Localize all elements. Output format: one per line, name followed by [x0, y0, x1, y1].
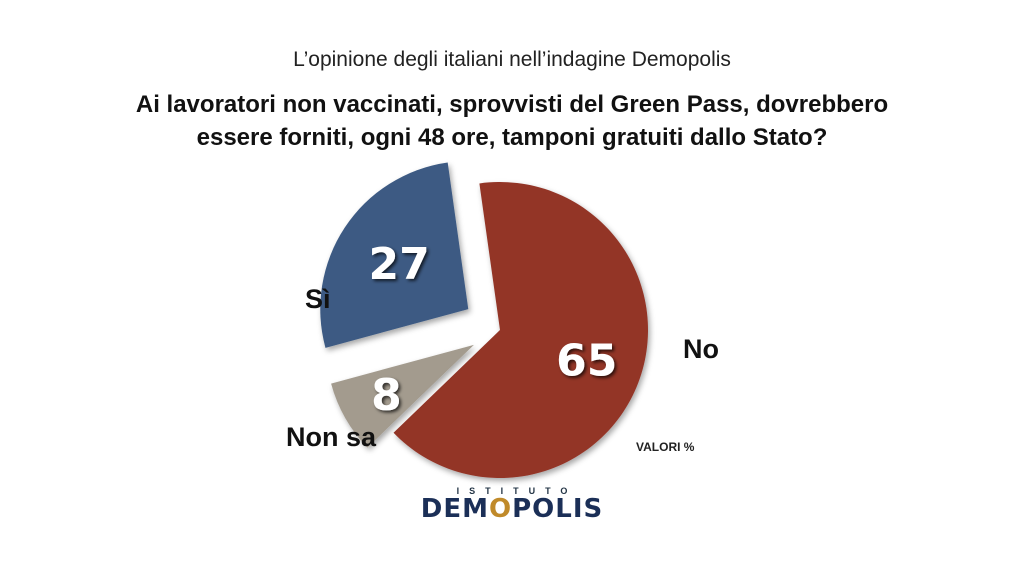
pie-slice-no	[393, 181, 649, 478]
chart-title: Ai lavoratori non vaccinati, sprovvisti …	[112, 88, 912, 154]
demopolis-logo: ISTITUTO DEMOPOLIS	[0, 486, 1024, 524]
slice-category-label-si: Sì	[305, 284, 331, 314]
slice-value-si: 27	[368, 239, 429, 290]
pie-slice-si	[320, 162, 469, 348]
logo-wordmark: DEMOPOLIS	[0, 494, 1024, 524]
logo-top-text: ISTITUTO	[456, 486, 578, 496]
chart-title-line-1: Ai lavoratori non vaccinati, sprovvisti …	[135, 91, 889, 118]
logo-part-2: O	[488, 494, 513, 524]
values-note: VALORI %	[636, 440, 695, 454]
slice-category-label-non-sa: Non sa	[286, 422, 377, 452]
chart-title-line-2: essere forniti, ogni 48 ore, tamponi gra…	[196, 124, 828, 151]
logo-part-1: DEM	[420, 494, 489, 524]
pie-slice-non-sa	[331, 344, 474, 448]
logo-part-3: POLIS	[512, 494, 604, 524]
slice-value-non-sa: 8	[371, 370, 402, 421]
slice-category-label-no: No	[683, 334, 719, 364]
chart-subtitle: L’opinione degli italiani nell’indagine …	[293, 48, 731, 71]
slice-value-no: 65	[556, 335, 617, 386]
